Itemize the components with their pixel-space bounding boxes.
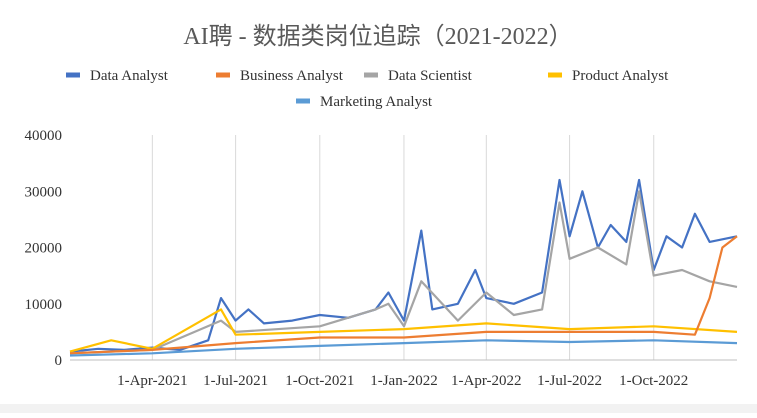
x-tick-label-1: 1-Jul-2021 — [203, 373, 268, 389]
x-axis: 1-Apr-2021 1-Jul-2021 1-Oct-2021 1-Jan-2022… — [70, 359, 737, 389]
y-tick-label-0: 0 — [55, 353, 63, 369]
y-tick-label-2: 20000 — [25, 241, 63, 257]
legend-label-1: Business Analyst — [240, 68, 344, 84]
series-line-3 — [69, 308, 738, 353]
y-tick-label-4: 40000 — [25, 128, 63, 144]
y-axis: 0 10000 20000 30000 40000 — [25, 128, 63, 369]
legend-label-0: Data Analyst — [90, 68, 169, 84]
x-tick-label-5: 1-Jul-2022 — [537, 373, 602, 389]
y-tick-label-1: 10000 — [25, 297, 63, 313]
chart-title: AI聘 - 数据类岗位追踪（2021-2022） — [183, 23, 572, 50]
bottom-strip — [0, 404, 757, 413]
x-tick-label-6: 1-Oct-2022 — [619, 373, 688, 389]
series-line-1 — [69, 235, 738, 355]
series-line-2 — [69, 190, 738, 355]
legend: Data Analyst Business Analyst Data Scienti… — [66, 68, 669, 110]
x-tick-label-0: 1-Apr-2021 — [117, 373, 188, 389]
legend-label-2: Data Scientist — [388, 68, 473, 84]
series-line-4 — [69, 339, 738, 357]
x-tick-label-3: 1-Jan-2022 — [370, 373, 438, 389]
x-tick-label-2: 1-Oct-2021 — [285, 373, 354, 389]
y-tick-label-3: 30000 — [25, 184, 63, 200]
legend-label-4: Marketing Analyst — [320, 94, 433, 110]
legend-label-3: Product Analyst — [572, 68, 669, 84]
series-layer — [69, 178, 738, 357]
x-tick-label-4: 1-Apr-2022 — [451, 373, 522, 389]
